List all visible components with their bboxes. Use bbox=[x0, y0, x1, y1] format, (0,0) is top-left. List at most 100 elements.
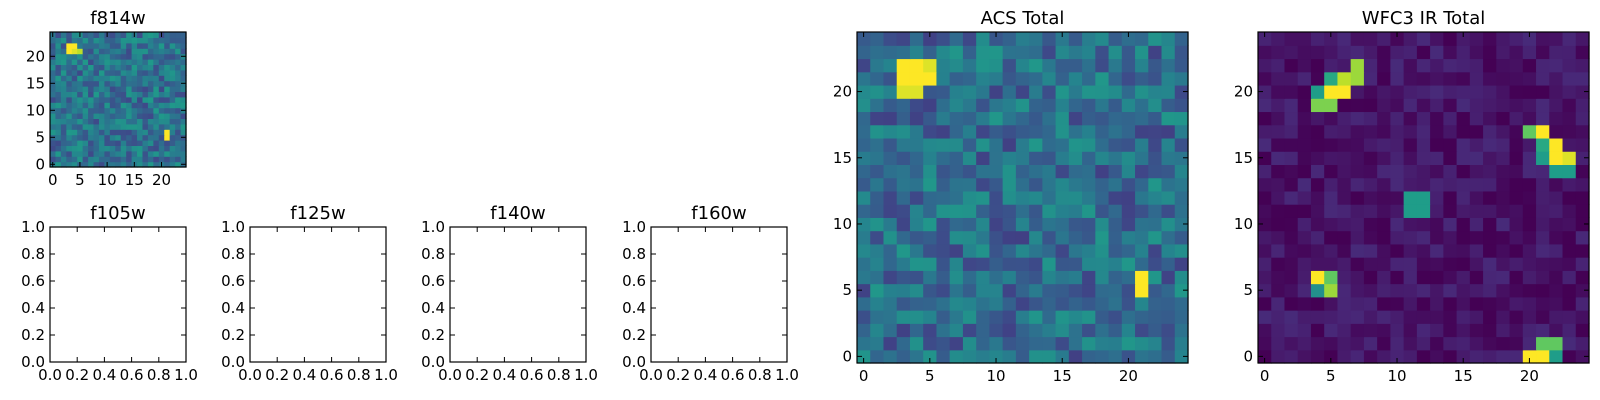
heatmap-cell bbox=[71, 32, 78, 38]
x-tick-label: 0.4 bbox=[92, 366, 116, 384]
heatmap-cell bbox=[896, 296, 911, 311]
heatmap-cell bbox=[1562, 177, 1577, 192]
heatmap-cell bbox=[857, 71, 871, 86]
heatmap-cell bbox=[909, 349, 924, 364]
heatmap-cell bbox=[88, 59, 95, 65]
heatmap-cell bbox=[1496, 243, 1511, 258]
heatmap-cell bbox=[1549, 283, 1564, 298]
heatmap-cell bbox=[71, 59, 78, 65]
heatmap-cell bbox=[109, 107, 116, 114]
heatmap-cell bbox=[1042, 111, 1057, 126]
heatmap-cell bbox=[1377, 177, 1391, 192]
heatmap-cell bbox=[1377, 270, 1391, 285]
heatmap-cell bbox=[131, 129, 138, 136]
heatmap-cell bbox=[1271, 32, 1286, 46]
heatmap-cell bbox=[82, 156, 89, 163]
heatmap-cell bbox=[1055, 58, 1070, 73]
heatmap-cell bbox=[109, 80, 116, 87]
heatmap-cell bbox=[1456, 151, 1471, 165]
heatmap-cell bbox=[1562, 137, 1577, 152]
heatmap-cell bbox=[1258, 349, 1272, 364]
heatmap-cell bbox=[1002, 190, 1017, 205]
heatmap-cell bbox=[82, 107, 89, 114]
heatmap-cell bbox=[1403, 98, 1418, 113]
heatmap-cell bbox=[1042, 270, 1057, 285]
heatmap-cell bbox=[1363, 111, 1378, 126]
y-tick-label: 10 bbox=[26, 101, 45, 119]
heatmap-cell bbox=[131, 102, 138, 109]
heatmap-cell bbox=[1522, 190, 1537, 205]
heatmap-cell bbox=[1509, 243, 1524, 258]
heatmap-cell bbox=[66, 145, 73, 152]
heatmap-cell bbox=[175, 150, 182, 157]
heatmap-cell bbox=[82, 48, 89, 55]
heatmap-cell bbox=[1002, 151, 1017, 165]
heatmap-cell bbox=[98, 64, 105, 71]
heatmap-cell bbox=[1443, 190, 1458, 205]
heatmap-cell bbox=[1483, 111, 1497, 126]
heatmap-cell bbox=[131, 118, 138, 125]
heatmap-cell bbox=[60, 69, 67, 76]
heatmap-cell bbox=[1174, 349, 1189, 364]
heatmap-cell bbox=[1055, 98, 1070, 113]
heatmap-cell bbox=[1310, 45, 1325, 60]
heatmap-cell bbox=[1549, 151, 1564, 165]
heatmap-cell bbox=[1363, 204, 1378, 218]
heatmap-cell bbox=[976, 71, 990, 86]
heatmap-cell bbox=[126, 69, 133, 76]
heatmap-cell bbox=[93, 32, 100, 38]
heatmap-cell bbox=[989, 323, 1004, 338]
heatmap-cell bbox=[976, 283, 990, 298]
heatmap-cell bbox=[896, 164, 911, 179]
heatmap-cell bbox=[1108, 124, 1123, 139]
heatmap-cell bbox=[1549, 204, 1564, 218]
heatmap-cell bbox=[1284, 98, 1299, 113]
x-tick-label: 0.6 bbox=[520, 366, 544, 384]
heatmap-cell bbox=[93, 42, 100, 49]
heatmap-cell bbox=[1042, 283, 1057, 298]
heatmap-cell bbox=[1095, 98, 1110, 113]
heatmap-cell bbox=[1095, 32, 1110, 46]
heatmap-cell bbox=[1562, 111, 1577, 126]
heatmap-cell bbox=[1121, 257, 1136, 271]
heatmap-cell bbox=[1377, 349, 1391, 364]
heatmap-cell bbox=[1271, 111, 1286, 126]
heatmap-cell bbox=[82, 80, 89, 87]
heatmap-cell bbox=[857, 177, 871, 192]
heatmap-cell bbox=[164, 140, 171, 146]
heatmap-cell bbox=[909, 323, 924, 338]
heatmap-cell bbox=[1029, 190, 1043, 205]
heatmap-cell bbox=[1108, 84, 1123, 99]
heatmap-cell bbox=[98, 53, 105, 60]
heatmap-cell bbox=[1148, 310, 1163, 324]
heatmap-cell bbox=[1029, 296, 1043, 311]
heatmap-cell bbox=[1002, 270, 1017, 285]
heatmap-cell bbox=[949, 32, 964, 46]
heatmap-cell bbox=[1095, 296, 1110, 311]
heatmap-cell bbox=[50, 140, 57, 146]
heatmap-cell bbox=[857, 243, 871, 258]
y-tick-label: 5 bbox=[1243, 281, 1253, 299]
heatmap-cell bbox=[923, 177, 938, 192]
heatmap-cell bbox=[923, 204, 938, 218]
heatmap-cell bbox=[164, 118, 171, 125]
heatmap-cell bbox=[870, 230, 885, 245]
heatmap-cell bbox=[131, 145, 138, 152]
heatmap-cell bbox=[1536, 217, 1550, 232]
heatmap-cell bbox=[1161, 204, 1176, 218]
heatmap-cell bbox=[1496, 151, 1511, 165]
heatmap-cell bbox=[936, 71, 951, 86]
heatmap-cell bbox=[1390, 349, 1405, 364]
heatmap-cell bbox=[1430, 243, 1444, 258]
heatmap-cell bbox=[1121, 243, 1136, 258]
heatmap-cell bbox=[104, 42, 111, 49]
y-tick-label: 15 bbox=[1234, 149, 1253, 167]
heatmap-cell bbox=[1148, 336, 1163, 351]
heatmap-cell bbox=[1562, 270, 1577, 285]
heatmap-cell bbox=[147, 140, 154, 146]
heatmap-cell bbox=[126, 91, 133, 98]
heatmap-cell bbox=[1310, 137, 1325, 152]
heatmap-cell bbox=[1135, 137, 1149, 152]
heatmap-cell bbox=[1350, 190, 1365, 205]
heatmap-cell bbox=[180, 75, 187, 82]
